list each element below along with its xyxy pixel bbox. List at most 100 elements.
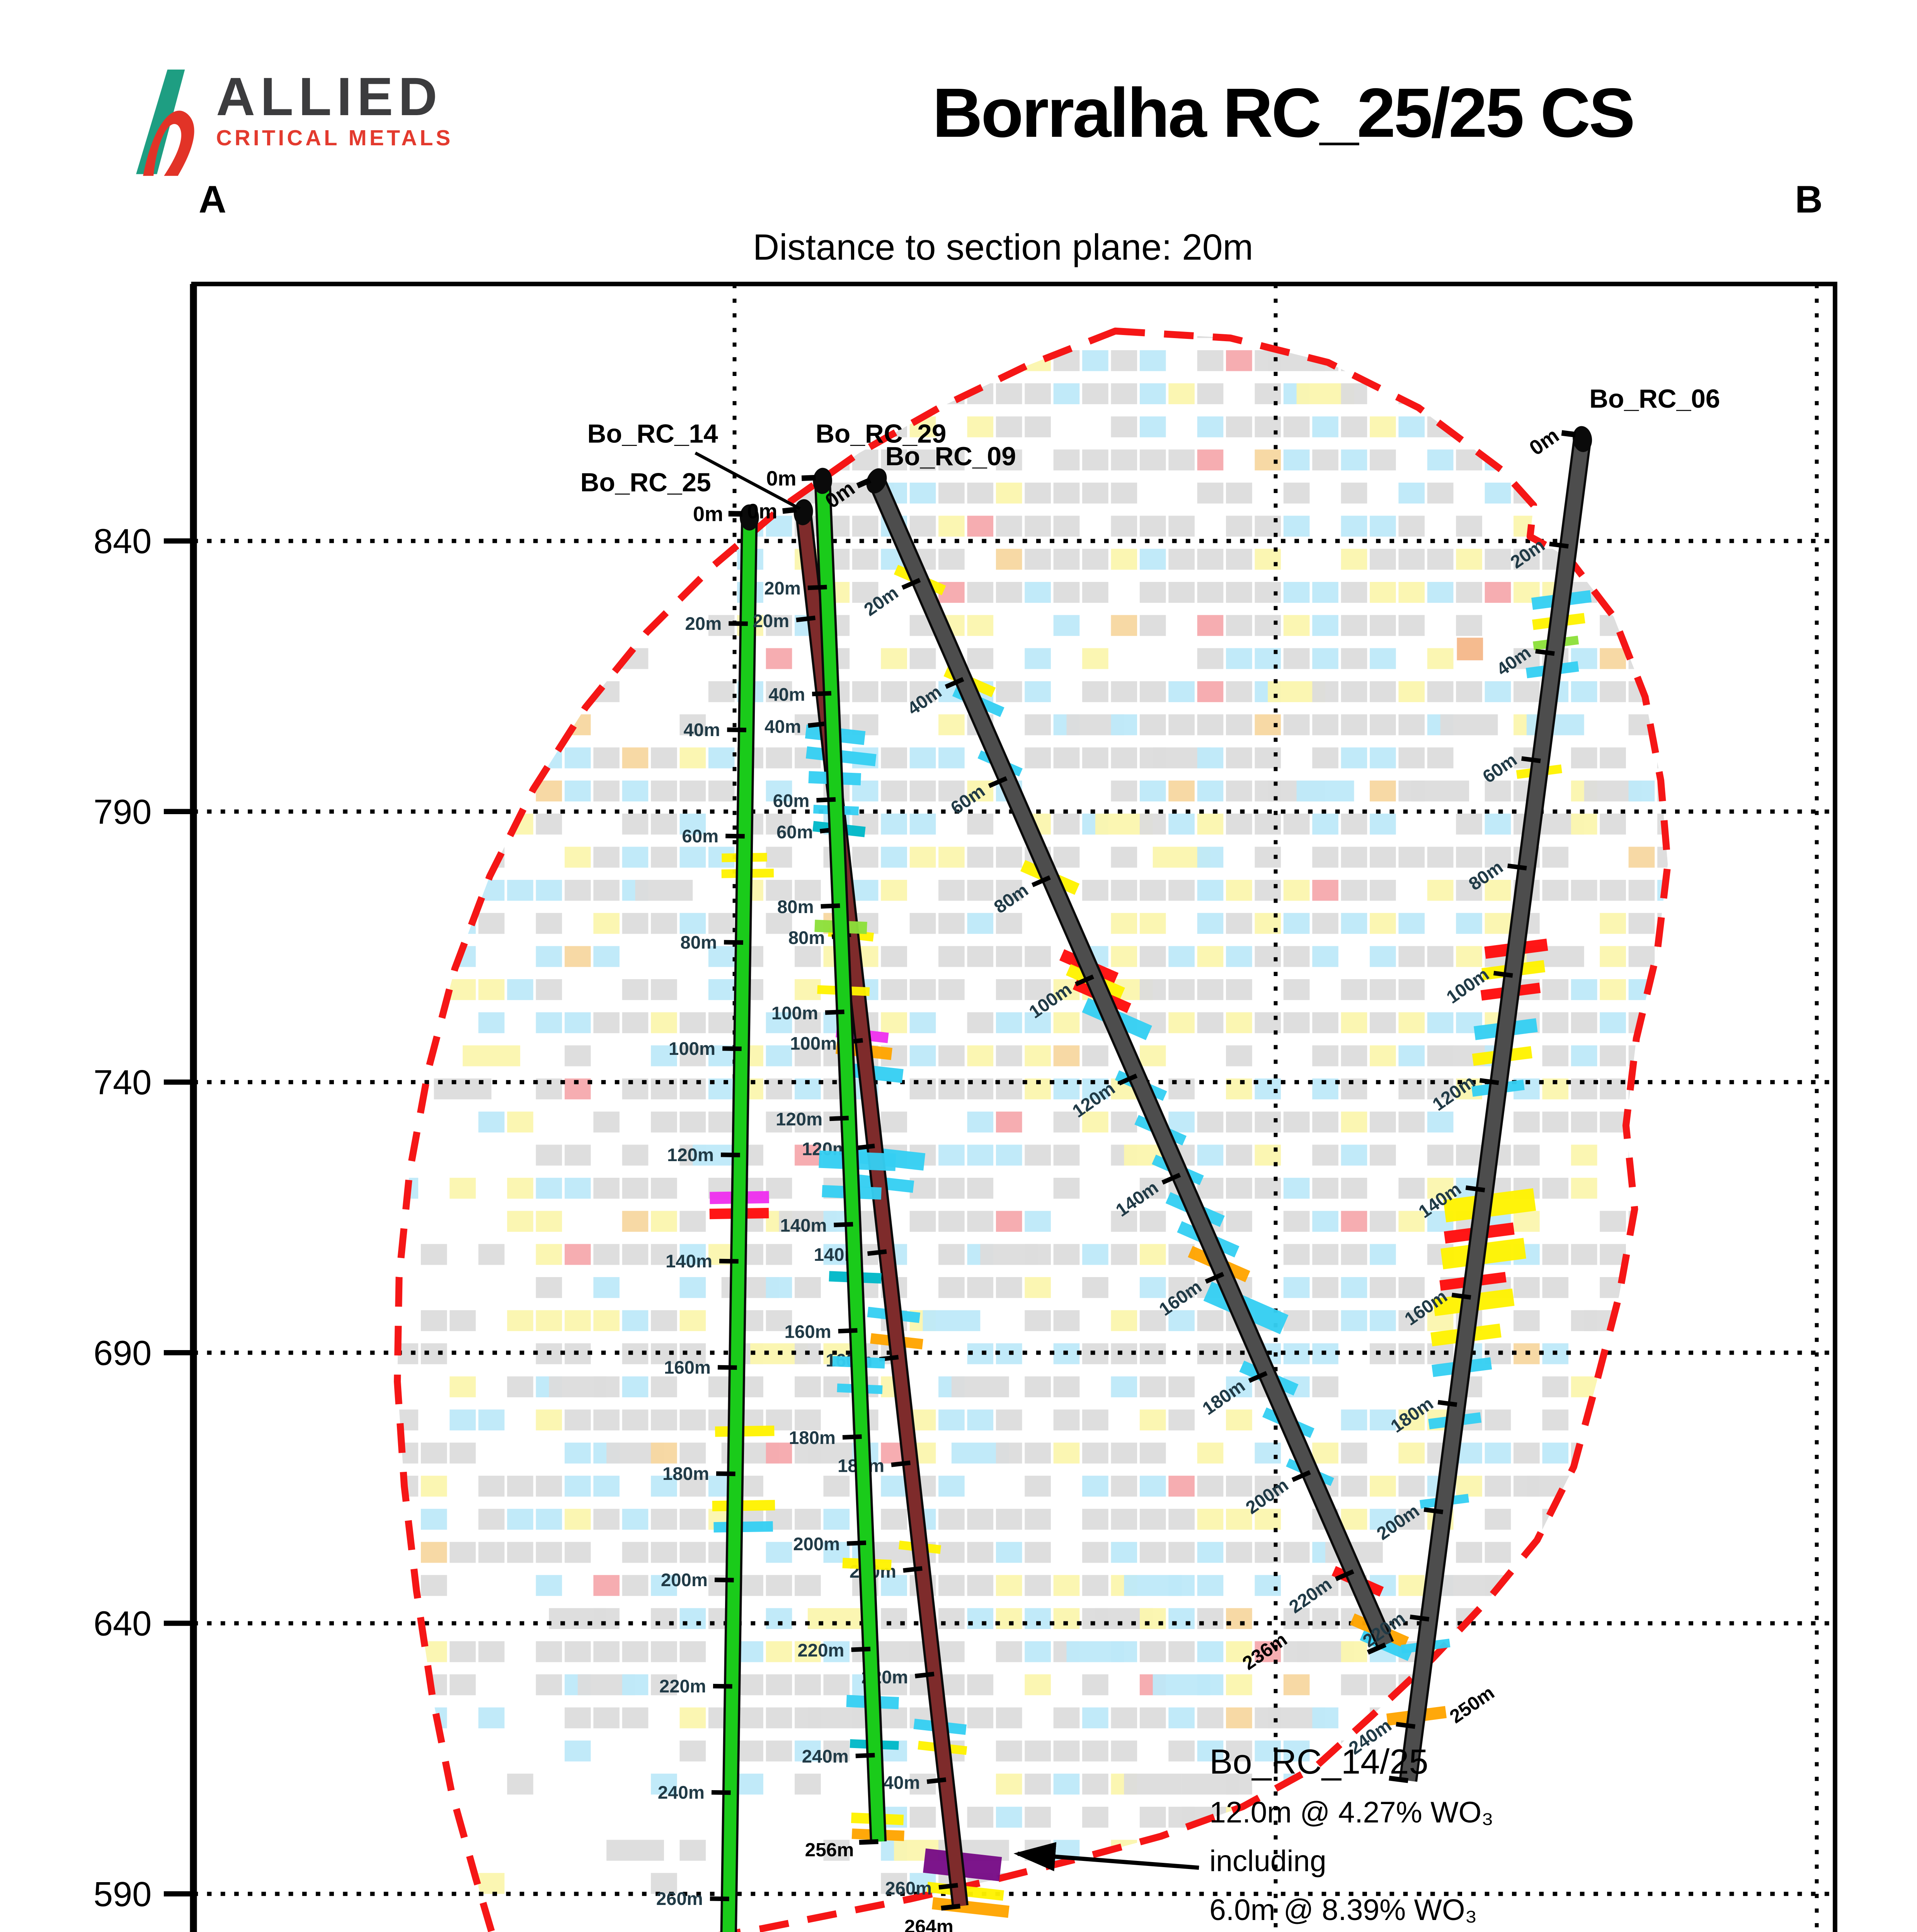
drillhole-name-label: Bo_RC_09 xyxy=(885,442,1016,471)
block-model-mosaic xyxy=(397,331,1668,1927)
depth-label: 20m xyxy=(752,611,789,631)
depth-tick xyxy=(825,1009,844,1015)
depth-label: 100m xyxy=(669,1039,715,1059)
drillhole-name-label: Bo_RC_29 xyxy=(815,419,946,448)
drillhole-Bo_RC_25: 0m 20m 40m 60m 80m 100m 120m 140m 160m 180m 200m 22… xyxy=(580,468,775,1932)
depth-tick xyxy=(808,721,827,728)
depth-tick xyxy=(1291,1470,1311,1482)
depth-label: 40m xyxy=(683,720,720,740)
collar-marker xyxy=(866,468,887,494)
depth-tick xyxy=(1161,1173,1181,1185)
depth-label: 100m xyxy=(790,1033,837,1054)
section-marker-a: A xyxy=(199,178,226,221)
collar-tick xyxy=(1561,430,1576,438)
depth-tick xyxy=(851,1646,871,1652)
depth-tick xyxy=(717,1365,737,1370)
depth-label: 120m xyxy=(667,1145,714,1165)
axis-label: 690 xyxy=(94,1333,152,1372)
depth-label: 60m xyxy=(776,822,813,843)
drillhole-Bo_RC_29: 0m 20m 40m 60m 80m 100m 120m 140m 160m 180m 200m 22… xyxy=(764,419,946,1861)
annotation-text: Bo_RC_14/25 xyxy=(1209,1742,1428,1781)
depth-label: 140m xyxy=(780,1216,827,1236)
collar-marker xyxy=(1573,426,1592,452)
depth-label: 20m xyxy=(764,578,801,599)
logo-red-shape xyxy=(143,111,194,176)
depth-label: 260m xyxy=(885,1878,932,1899)
depth-tick xyxy=(1396,1722,1416,1729)
depth-tick xyxy=(914,1672,935,1679)
collar-depth-label: 0m xyxy=(766,467,796,490)
page-title: Borralha RC_25/25 CS xyxy=(932,74,1635,152)
brand-line2: CRITICAL METALS xyxy=(216,126,453,150)
feature-block xyxy=(1457,638,1483,660)
depth-tick xyxy=(724,940,743,945)
depth-label: 180m xyxy=(789,1428,836,1448)
depth-label: 40m xyxy=(768,684,805,705)
depth-tick xyxy=(834,1222,853,1228)
depth-tick xyxy=(867,1249,887,1256)
axis-label: 640 xyxy=(94,1604,152,1643)
toe-depth-label: 264m xyxy=(904,1915,953,1932)
feature-block xyxy=(1628,561,1666,621)
depth-tick xyxy=(1248,1371,1268,1383)
toe-depth-label: 236m xyxy=(1238,1628,1291,1674)
depth-label: 60m xyxy=(773,791,810,811)
depth-tick xyxy=(1493,971,1513,978)
depth-label: 40m xyxy=(764,716,801,737)
depth-tick xyxy=(1507,863,1527,871)
depth-tick xyxy=(838,1328,858,1333)
depth-label: 200m xyxy=(793,1534,840,1554)
logo-teal-shape xyxy=(136,70,185,174)
annotation-arrow xyxy=(1013,1842,1199,1871)
trace xyxy=(870,478,1392,1648)
brand-text: ALLIED CRITICAL METALS xyxy=(216,70,453,149)
depth-tick xyxy=(796,616,816,622)
trace xyxy=(722,517,756,1932)
toe-tick xyxy=(1389,1776,1409,1783)
depth-tick xyxy=(1437,1400,1457,1407)
collar-depth-label: 0m xyxy=(747,500,777,523)
depth-tick xyxy=(713,1684,732,1689)
depth-tick xyxy=(901,578,921,590)
axis-label: 590 xyxy=(94,1875,152,1914)
gridlines: 840790740690640590540 xyxy=(94,284,1835,1932)
depth-tick xyxy=(855,1143,875,1150)
depth-label: 160m xyxy=(664,1357,711,1378)
collar-marker xyxy=(793,499,813,526)
depth-tick xyxy=(1335,1569,1355,1581)
brand-logo-glyph xyxy=(126,63,206,178)
depth-tick xyxy=(1479,1078,1499,1085)
depth-tick xyxy=(1118,1073,1138,1086)
depth-tick xyxy=(1031,875,1051,887)
depth-label: 140m xyxy=(666,1251,712,1272)
depth-tick xyxy=(926,1777,947,1784)
axis-label: 840 xyxy=(94,522,152,561)
section-plane-caption: Distance to section plane: 20m xyxy=(752,227,1253,268)
toe-tick xyxy=(941,1903,961,1911)
depth-label: 120m xyxy=(1429,1071,1479,1115)
section-marker-b: B xyxy=(1795,178,1823,221)
collar-marker xyxy=(740,504,759,531)
depth-label: 240m xyxy=(658,1782,705,1803)
depth-label: 60m xyxy=(682,826,718,847)
collar-depth-label: 0m xyxy=(693,502,723,526)
assay-bar xyxy=(715,1425,775,1437)
depth-tick xyxy=(1074,974,1095,986)
depth-tick xyxy=(938,1883,958,1890)
drillhole-name-label: Bo_RC_25 xyxy=(580,468,711,497)
annotation-text: 12.0m @ 4.27% WO₃ xyxy=(1209,1796,1493,1829)
drillhole-name-label: Bo_RC_06 xyxy=(1589,384,1720,413)
collar-depth-label: 0m xyxy=(1525,423,1563,460)
depth-tick xyxy=(829,1116,849,1121)
toe-depth-label: 256m xyxy=(805,1839,854,1861)
depth-tick xyxy=(945,677,964,689)
depth-tick xyxy=(855,1753,875,1759)
trace xyxy=(816,480,885,1842)
collar-tick xyxy=(856,478,872,488)
depth-label: 120m xyxy=(776,1109,822,1130)
axis-label: 790 xyxy=(94,793,152,832)
depth-tick xyxy=(719,1259,739,1264)
depth-label: 180m xyxy=(662,1464,709,1484)
mre-outline xyxy=(394,327,1672,1932)
assay-bar xyxy=(932,1897,1010,1918)
